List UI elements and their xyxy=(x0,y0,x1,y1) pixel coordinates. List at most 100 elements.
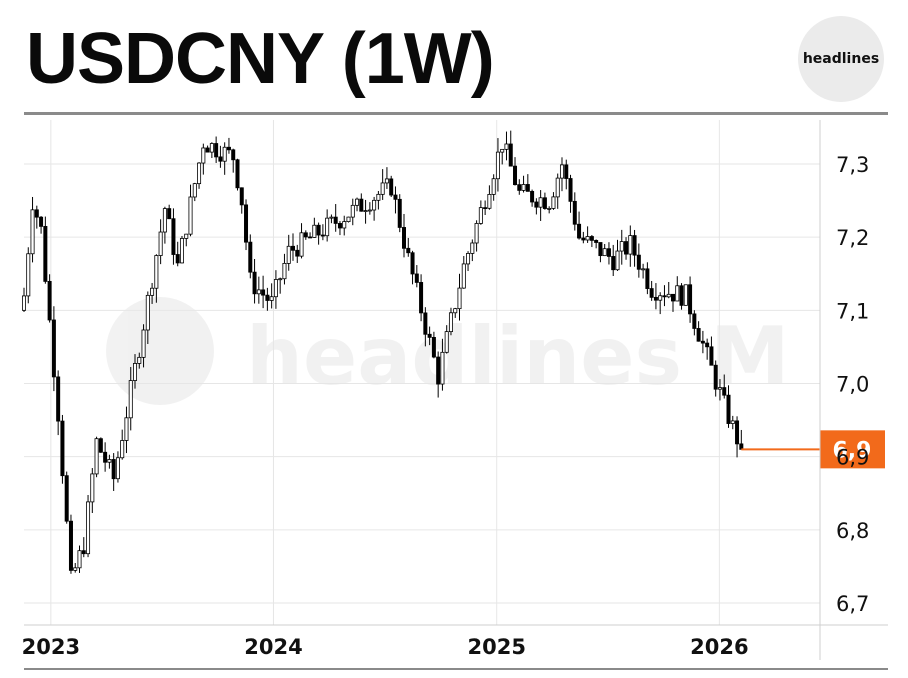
candle-body xyxy=(51,319,56,378)
candle-body xyxy=(265,294,270,301)
candle-body xyxy=(585,236,590,241)
candle-body xyxy=(414,273,419,283)
candle-body xyxy=(645,268,650,289)
candle-body xyxy=(256,289,261,295)
candle-body xyxy=(726,394,731,424)
candle-body xyxy=(124,417,129,441)
candle-body xyxy=(282,262,287,280)
candle-body xyxy=(26,253,31,297)
candle-body xyxy=(226,146,231,151)
candle-body xyxy=(154,255,159,289)
candle-body xyxy=(192,183,197,198)
candle-body xyxy=(98,438,103,453)
candle-body xyxy=(406,247,411,254)
candle-body xyxy=(538,197,543,208)
candle-body xyxy=(436,356,441,385)
candle-body xyxy=(77,550,82,569)
candle-body xyxy=(389,178,394,196)
candle-body xyxy=(244,204,249,243)
candle-body xyxy=(730,420,735,424)
candle-body xyxy=(461,263,466,289)
candle-body xyxy=(73,567,78,571)
candle-body xyxy=(735,420,740,445)
candle-body xyxy=(713,364,718,390)
candle-body xyxy=(402,227,407,249)
x-tick-label: 2026 xyxy=(690,635,748,659)
candle-body xyxy=(474,223,479,244)
candle-body xyxy=(581,237,586,241)
candle-body xyxy=(316,224,321,236)
candle-body xyxy=(495,151,500,180)
candle-body xyxy=(598,242,603,257)
candle-body xyxy=(500,148,505,153)
candle-body xyxy=(184,233,189,239)
candle-body xyxy=(308,236,313,239)
candle-body xyxy=(363,210,368,212)
candle-body xyxy=(299,232,304,257)
candle-body xyxy=(367,209,372,212)
candle-body xyxy=(547,208,552,210)
candle-body xyxy=(167,208,172,220)
candle-body xyxy=(440,351,445,385)
candle-body xyxy=(137,356,142,364)
candle-body xyxy=(290,245,295,251)
candle-body xyxy=(542,197,547,209)
candle-body xyxy=(355,198,360,206)
candle-body xyxy=(624,241,629,255)
last-price-label: 6,9 xyxy=(833,438,872,463)
candle-body xyxy=(423,312,428,335)
candle-body xyxy=(696,328,701,342)
chart-title: USDCNY (1W) xyxy=(26,19,495,99)
candle-body xyxy=(120,440,125,459)
candle-body xyxy=(158,231,163,256)
candle-body xyxy=(150,287,155,296)
candle-body xyxy=(239,187,244,206)
candle-body xyxy=(295,249,300,257)
candle-body xyxy=(487,194,492,209)
headlines-logo-text: headlines xyxy=(802,51,880,67)
candle-body xyxy=(431,336,436,358)
candle-body xyxy=(504,143,509,150)
candle-body xyxy=(359,198,364,212)
candle-body xyxy=(171,218,176,255)
candle-body xyxy=(615,250,620,271)
candle-body xyxy=(261,289,266,296)
candle-body xyxy=(303,232,308,238)
candle-body xyxy=(372,199,377,211)
candle-body xyxy=(675,285,680,302)
watermark-logo-icon xyxy=(106,297,214,405)
candle-body xyxy=(141,329,146,358)
candle-body xyxy=(683,284,688,306)
candle-body xyxy=(107,459,112,463)
candle-body xyxy=(632,235,637,256)
candle-body xyxy=(333,216,338,224)
candle-body xyxy=(111,459,116,480)
candle-body xyxy=(649,288,654,298)
candle-body xyxy=(350,204,355,218)
y-tick-label: 6,7 xyxy=(836,592,869,616)
candle-body xyxy=(94,438,99,475)
candle-body xyxy=(636,254,641,270)
candle-body xyxy=(145,294,150,331)
candle-body xyxy=(555,177,560,198)
candle-body xyxy=(248,241,253,273)
y-tick-label: 7,0 xyxy=(836,373,869,397)
candle-body xyxy=(325,217,330,237)
candle-body xyxy=(81,550,86,555)
candle-body xyxy=(653,296,658,301)
y-tick-label: 7,3 xyxy=(836,153,869,177)
headlines-logo[interactable]: headlines xyxy=(798,16,884,102)
candle-body xyxy=(197,162,202,185)
watermark-text: headlines M xyxy=(246,310,790,403)
candle-body xyxy=(589,236,594,241)
candle-body xyxy=(611,256,616,271)
candle-body xyxy=(679,285,684,306)
candle-body xyxy=(21,295,26,311)
candle-body xyxy=(30,209,35,255)
candle-body xyxy=(453,308,458,314)
candle-body xyxy=(628,235,633,255)
candle-body xyxy=(508,143,513,167)
candle-body xyxy=(269,296,274,301)
candle-body xyxy=(662,295,667,298)
candle-body xyxy=(427,333,432,338)
